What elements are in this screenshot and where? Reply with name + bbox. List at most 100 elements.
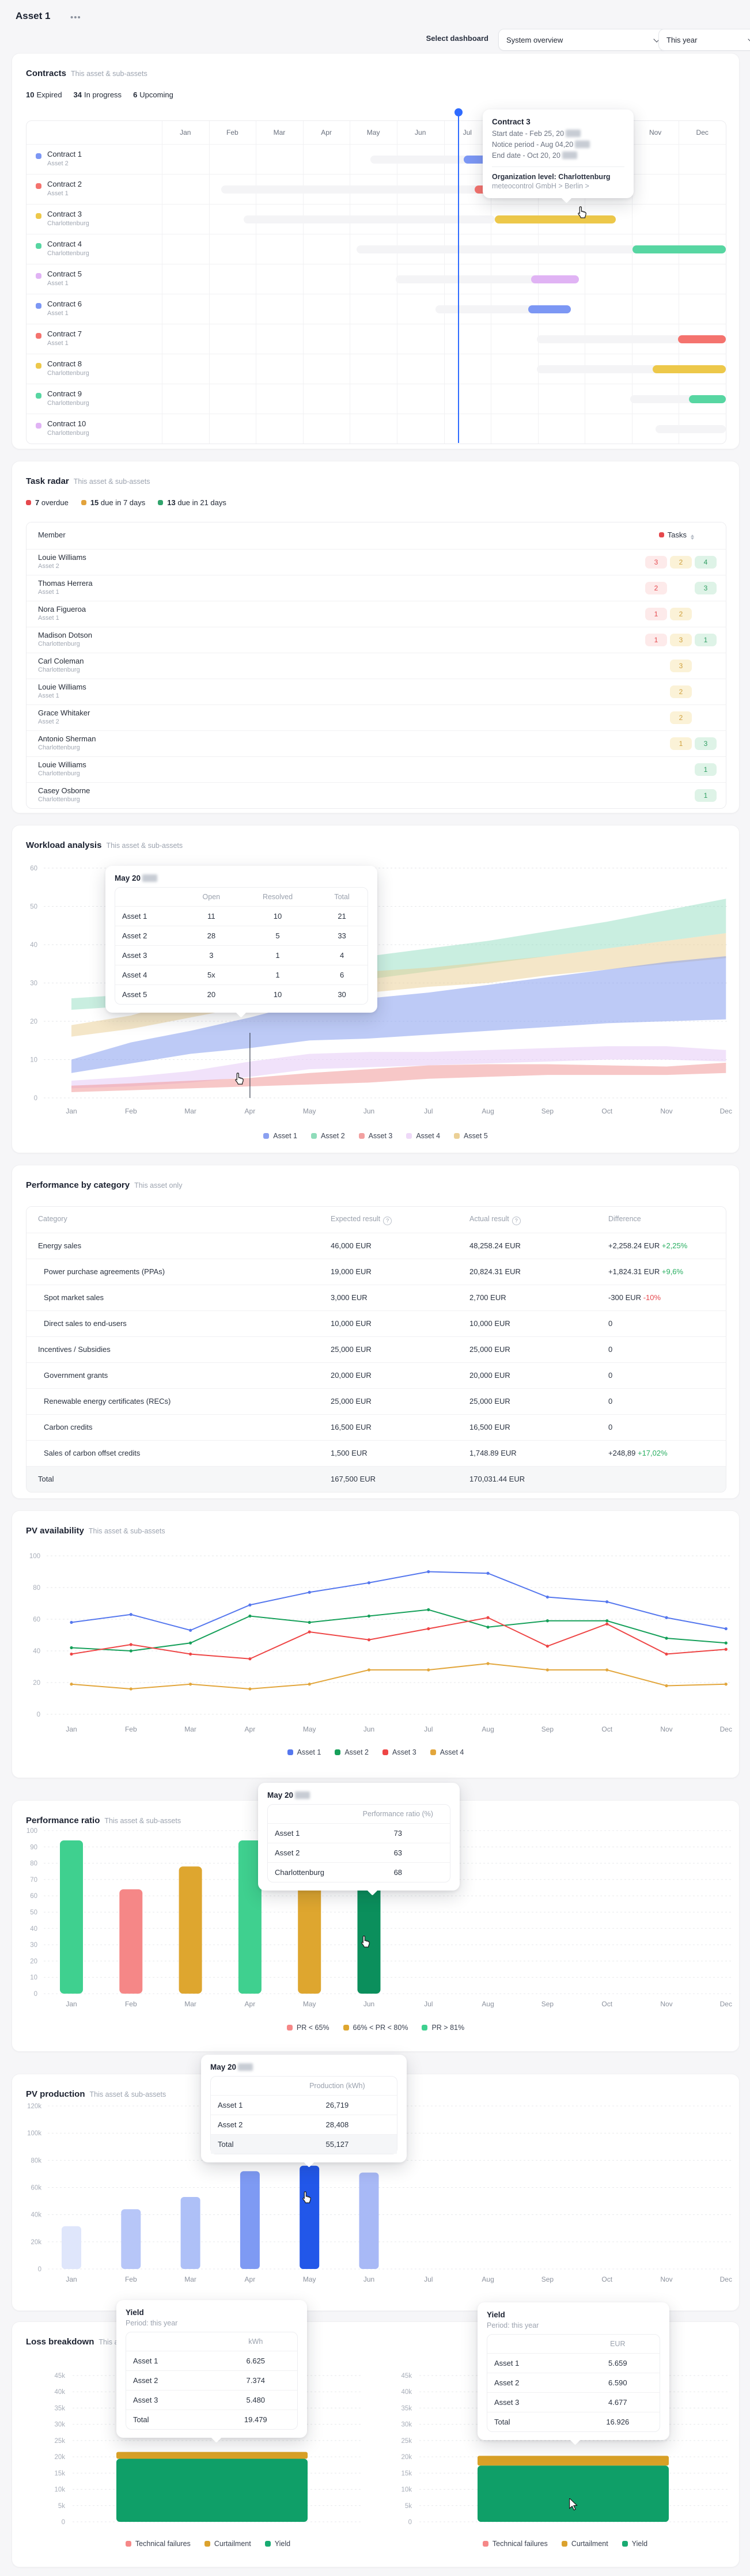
panel-title: Contracts <box>26 69 67 78</box>
data-point <box>367 1638 371 1642</box>
task-badges: 1 <box>645 789 717 802</box>
x-axis-label: Feb <box>125 2000 137 2008</box>
organization-level: Organization level: Charlottenburg <box>492 173 611 181</box>
x-axis-label: May <box>303 1107 316 1115</box>
contract-color-dot <box>36 183 41 189</box>
tooltip-row: Asset 2 7.374 <box>126 2370 297 2390</box>
member-name: Grace Whitaker <box>38 709 90 717</box>
member-asset-label: Asset 1 <box>38 615 59 622</box>
y-axis-label: 35k <box>401 2405 412 2412</box>
data-point <box>486 1626 490 1629</box>
x-axis-label: Oct <box>601 1725 612 1733</box>
sort-icon[interactable] <box>691 535 694 540</box>
data-point <box>665 1652 668 1656</box>
legend-color-icon <box>358 1133 365 1139</box>
tasks-column-header[interactable]: Tasks <box>658 531 694 540</box>
tooltip-value: 1 <box>238 945 317 965</box>
task-row[interactable]: Casey Osborne Charlottenburg 1 <box>26 782 726 808</box>
category-name: Energy sales <box>38 1241 82 1250</box>
x-axis-label: Jun <box>363 2275 374 2283</box>
actual-value: 20,000 EUR <box>469 1371 510 1380</box>
legend-color-icon <box>264 2541 271 2547</box>
contract-name: Contract 4 <box>47 240 82 248</box>
pv-bar-feb <box>121 2209 141 2269</box>
gantt-month-label: Dec <box>696 128 709 137</box>
y-axis-label: 25k <box>401 2438 412 2445</box>
tooltip-table: kWh Asset 1 6.625 Asset 2 7.374 Asset 3 5.480 T… <box>126 2332 298 2430</box>
pointer-cursor-icon <box>233 1073 245 1088</box>
task-radar-table: Member Tasks Louie Williams Asset 2 3 2 4 Thoma… <box>26 522 726 809</box>
contracts-stat: 10 Expired <box>26 90 62 99</box>
legend-color-icon <box>287 1749 293 1755</box>
actual-value: 25,000 EUR <box>469 1345 510 1354</box>
info-icon[interactable]: ? <box>512 1216 521 1225</box>
table-header-row: Member Tasks <box>26 522 726 549</box>
gantt-active-bar[interactable] <box>531 275 579 283</box>
x-axis-label: Sep <box>541 1725 554 1733</box>
dashboard-select[interactable]: System overview <box>498 29 667 51</box>
expected-value: 167,500 EUR <box>331 1475 376 1483</box>
gantt-active-bar[interactable] <box>652 365 726 373</box>
y-axis-label: 25k <box>54 2438 65 2445</box>
tooltip-value: 5.659 <box>575 2353 660 2373</box>
gantt-active-bar[interactable] <box>632 245 726 253</box>
y-axis-label: 10k <box>54 2487 65 2494</box>
tooltip-header-row: Production (kWh) <box>211 2077 397 2095</box>
tooltip-title: May 20 <box>210 2063 397 2071</box>
gantt-today-dot <box>454 108 463 116</box>
category-row: Government grants 20,000 EUR 20,000 EUR 0 <box>26 1362 726 1388</box>
gantt-active-bar[interactable] <box>677 335 726 343</box>
tooltip-value: 73 <box>346 1823 450 1843</box>
period-select[interactable]: This year <box>658 29 750 51</box>
category-row: Carbon credits 16,500 EUR 16,500 EUR 0 <box>26 1414 726 1440</box>
tooltip-label: Total <box>487 2412 576 2431</box>
contract-name: Contract 3 <box>47 210 82 218</box>
tooltip-label: Asset 2 <box>115 926 184 945</box>
task-row[interactable]: Grace Whitaker Asset 2 2 <box>26 704 726 730</box>
data-point <box>605 1619 609 1623</box>
tooltip-value: 1 <box>238 965 317 984</box>
gantt-track-bar <box>655 425 726 433</box>
task-legend-item: 13 due in 21 days <box>158 498 226 507</box>
expected-value: 25,000 EUR <box>331 1345 372 1354</box>
tooltip-value: 68 <box>346 1862 450 1882</box>
task-row[interactable]: Louie Williams Asset 1 2 <box>26 679 726 704</box>
gantt-active-bar[interactable] <box>494 215 616 223</box>
y-axis-label: 40 <box>30 1926 37 1933</box>
task-legend-item: 7 overdue <box>26 498 69 507</box>
task-row[interactable]: Louie Williams Charlottenburg 1 <box>26 756 726 782</box>
legend-count: 15 <box>90 498 99 507</box>
badge-due7: 2 <box>670 685 692 698</box>
gantt-active-bar[interactable] <box>528 305 571 313</box>
task-badges: 3 <box>645 660 717 672</box>
task-radar-panel: Task radar This asset & sub-assets 7 over… <box>12 461 740 813</box>
task-row[interactable]: Madison Dotson Charlottenburg 1 3 1 <box>26 627 726 653</box>
task-row[interactable]: Antonio Sherman Charlottenburg 1 3 <box>26 730 726 756</box>
pv-availability-panel: PV availability This asset & sub-assets 0… <box>12 1510 740 1778</box>
expected-value: 3,000 EUR <box>331 1293 368 1302</box>
redacted-year <box>575 140 590 148</box>
y-axis-label: 20k <box>401 2454 412 2461</box>
info-icon[interactable]: ? <box>383 1216 392 1225</box>
line-asset-2 <box>71 1609 726 1652</box>
gantt-active-bar[interactable] <box>689 395 726 403</box>
ellipsis-menu-icon[interactable]: ••• <box>70 13 81 22</box>
gantt-today-line <box>457 114 459 443</box>
task-row[interactable]: Carl Coleman Charlottenburg 3 <box>26 653 726 679</box>
column-header: Expected result? <box>331 1215 392 1225</box>
tooltip-value: 7.374 <box>214 2370 297 2390</box>
data-point <box>427 1668 430 1672</box>
y-axis-label: 40 <box>30 942 37 949</box>
data-point <box>70 1652 73 1656</box>
panel-subtitle: This asset & sub-assets <box>71 70 147 78</box>
tooltip-value: 16.926 <box>575 2412 660 2431</box>
stat-value: 10 <box>26 90 35 99</box>
badge-due7: 2 <box>670 608 692 620</box>
badge-due7: 1 <box>670 737 692 750</box>
pr-bar-apr <box>238 1840 262 1994</box>
tooltip-label: Asset 3 <box>487 2392 576 2412</box>
